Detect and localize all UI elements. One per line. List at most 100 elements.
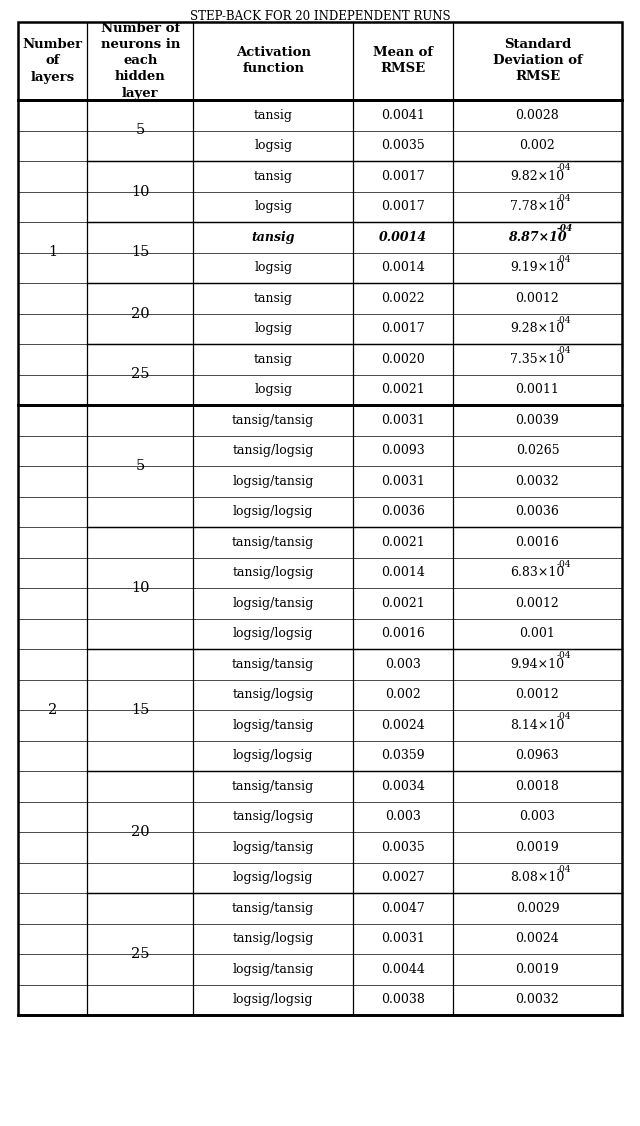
- Text: 0.0021: 0.0021: [381, 383, 425, 396]
- Text: tansig: tansig: [253, 170, 292, 182]
- Text: 0.0963: 0.0963: [516, 749, 559, 762]
- Text: -04: -04: [556, 315, 571, 324]
- Text: 15: 15: [131, 703, 150, 717]
- Text: tansig/tansig: tansig/tansig: [232, 902, 314, 914]
- Text: 0.0024: 0.0024: [381, 718, 425, 732]
- Text: 25: 25: [131, 947, 150, 960]
- Text: logsig: logsig: [254, 322, 292, 336]
- Text: 0.0017: 0.0017: [381, 322, 425, 336]
- Text: -04: -04: [556, 163, 571, 172]
- Text: 0.0032: 0.0032: [516, 475, 559, 488]
- Text: 0.0035: 0.0035: [381, 841, 425, 854]
- Text: tansig: tansig: [252, 231, 295, 243]
- Text: tansig/tansig: tansig/tansig: [232, 658, 314, 671]
- Text: logsig/tansig: logsig/tansig: [232, 963, 314, 976]
- Text: -04: -04: [556, 254, 571, 263]
- Text: 0.0039: 0.0039: [516, 413, 559, 427]
- Text: 0.0019: 0.0019: [516, 841, 559, 854]
- Text: 5: 5: [136, 124, 145, 137]
- Text: 0.0017: 0.0017: [381, 170, 425, 182]
- Text: 0.0036: 0.0036: [515, 506, 559, 518]
- Text: tansig: tansig: [253, 292, 292, 305]
- Text: 0.0031: 0.0031: [381, 413, 425, 427]
- Text: logsig: logsig: [254, 383, 292, 396]
- Text: 0.003: 0.003: [520, 811, 556, 823]
- Text: 9.82×10: 9.82×10: [510, 170, 564, 182]
- Text: tansig/logsig: tansig/logsig: [232, 445, 314, 457]
- Bar: [18, 23, 622, 1015]
- Text: 0.0012: 0.0012: [516, 597, 559, 610]
- Text: -04: -04: [556, 651, 571, 660]
- Text: 0.0029: 0.0029: [516, 902, 559, 914]
- Text: -04: -04: [556, 194, 571, 203]
- Text: tansig: tansig: [253, 352, 292, 366]
- Text: 0.0028: 0.0028: [516, 109, 559, 122]
- Text: 8.87×10: 8.87×10: [508, 231, 567, 243]
- Text: 9.28×10: 9.28×10: [510, 322, 564, 336]
- Text: 0.0018: 0.0018: [515, 779, 559, 793]
- Text: tansig/logsig: tansig/logsig: [232, 566, 314, 579]
- Text: 0.0044: 0.0044: [381, 963, 425, 976]
- Text: 7.35×10: 7.35×10: [510, 352, 564, 366]
- Text: 0.0019: 0.0019: [516, 963, 559, 976]
- Text: 0.0014: 0.0014: [381, 261, 425, 275]
- Text: 0.0016: 0.0016: [515, 536, 559, 548]
- Text: tansig: tansig: [253, 109, 292, 122]
- Text: 0.0093: 0.0093: [381, 445, 425, 457]
- Text: logsig/logsig: logsig/logsig: [233, 872, 314, 884]
- Text: 9.19×10: 9.19×10: [510, 261, 564, 275]
- Text: logsig/tansig: logsig/tansig: [232, 475, 314, 488]
- Text: 0.0011: 0.0011: [515, 383, 559, 396]
- Text: 8.14×10: 8.14×10: [510, 718, 564, 732]
- Text: 0.0359: 0.0359: [381, 749, 425, 762]
- Text: -04: -04: [556, 713, 571, 722]
- Text: 0.0031: 0.0031: [381, 475, 425, 488]
- Text: logsig: logsig: [254, 140, 292, 152]
- Text: 7.78×10: 7.78×10: [510, 200, 564, 213]
- Text: 20: 20: [131, 306, 150, 321]
- Text: logsig/logsig: logsig/logsig: [233, 749, 314, 762]
- Text: 0.0021: 0.0021: [381, 597, 425, 610]
- Text: -04: -04: [556, 346, 571, 355]
- Text: 0.0047: 0.0047: [381, 902, 425, 914]
- Text: 0.0012: 0.0012: [516, 688, 559, 701]
- Text: Activation
function: Activation function: [236, 46, 310, 75]
- Text: logsig/tansig: logsig/tansig: [232, 718, 314, 732]
- Text: Standard
Deviation of
RMSE: Standard Deviation of RMSE: [493, 38, 582, 83]
- Text: 0.0041: 0.0041: [381, 109, 425, 122]
- Text: 6.83×10: 6.83×10: [510, 566, 564, 579]
- Text: 0.0022: 0.0022: [381, 292, 425, 305]
- Text: 0.002: 0.002: [385, 688, 421, 701]
- Text: 10: 10: [131, 185, 150, 198]
- Text: Number of
neurons in
each
hidden
layer: Number of neurons in each hidden layer: [100, 23, 180, 99]
- Text: logsig: logsig: [254, 261, 292, 275]
- Text: 0.0017: 0.0017: [381, 200, 425, 213]
- Text: logsig/tansig: logsig/tansig: [232, 597, 314, 610]
- Text: logsig: logsig: [254, 200, 292, 213]
- Text: 0.0035: 0.0035: [381, 140, 425, 152]
- Text: 15: 15: [131, 245, 150, 259]
- Text: -04: -04: [556, 224, 573, 233]
- Text: tansig/tansig: tansig/tansig: [232, 779, 314, 793]
- Text: 10: 10: [131, 581, 150, 595]
- Text: 0.0265: 0.0265: [516, 445, 559, 457]
- Text: Number
of
layers: Number of layers: [22, 38, 83, 83]
- Text: 0.0014: 0.0014: [381, 566, 425, 579]
- Text: 0.0027: 0.0027: [381, 872, 425, 884]
- Text: 2: 2: [48, 703, 58, 717]
- Text: 8.08×10: 8.08×10: [510, 872, 564, 884]
- Text: 0.0014: 0.0014: [379, 231, 427, 243]
- Text: 5: 5: [136, 459, 145, 473]
- Text: 0.0012: 0.0012: [516, 292, 559, 305]
- Text: logsig/logsig: logsig/logsig: [233, 993, 314, 1007]
- Text: STEP-BACK FOR 20 INDEPENDENT RUNS: STEP-BACK FOR 20 INDEPENDENT RUNS: [189, 10, 451, 23]
- Text: 0.002: 0.002: [520, 140, 556, 152]
- Text: 1: 1: [48, 245, 58, 259]
- Text: 0.0024: 0.0024: [516, 932, 559, 945]
- Text: 0.0034: 0.0034: [381, 779, 425, 793]
- Text: 0.0016: 0.0016: [381, 627, 425, 641]
- Text: tansig/tansig: tansig/tansig: [232, 413, 314, 427]
- Text: tansig/logsig: tansig/logsig: [232, 811, 314, 823]
- Text: 0.0021: 0.0021: [381, 536, 425, 548]
- Text: 0.003: 0.003: [385, 811, 421, 823]
